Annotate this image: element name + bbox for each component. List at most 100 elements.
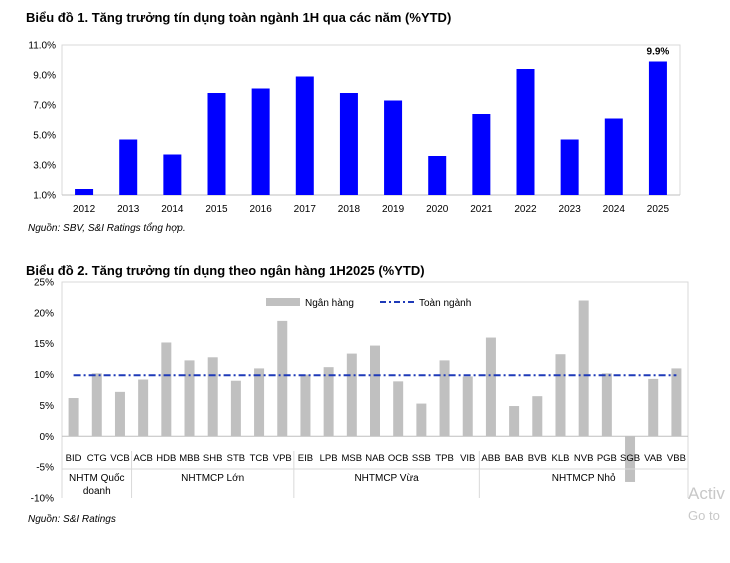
watermark-goto: Go to [688, 508, 720, 523]
chart1-x-tick-label: 2017 [294, 204, 317, 215]
chart2-bar [393, 381, 404, 437]
chart2-bar [439, 360, 450, 437]
chart1-frame [61, 44, 681, 195]
chart2-x-tick-label: BVB [528, 453, 547, 464]
chart2-x-tick-label: LPB [320, 453, 338, 464]
chart2-bar [555, 354, 566, 437]
chart2-source: Nguồn: S&I Ratings [28, 514, 116, 525]
chart1-bar [75, 189, 94, 195]
chart1-x-tick-label: 2013 [117, 204, 140, 215]
chart2-legend-bank-label: Ngân hàng [305, 298, 354, 309]
watermark-activate: Activ [688, 484, 725, 503]
chart2-x-tick-label: STB [227, 453, 245, 464]
chart1-bar [339, 93, 358, 195]
chart1-y-tick-label: 5.0% [33, 131, 56, 142]
chart2-bar [300, 374, 311, 437]
chart1-x-tick-label: 2023 [559, 204, 582, 215]
chart2-x-tick-label: PGB [597, 453, 617, 464]
chart2-x-tick-label: OCB [388, 453, 409, 464]
chart1-y-tick-label: 11.0% [28, 41, 56, 52]
chart2-legend-bank-swatch [266, 298, 300, 306]
chart1-bar [604, 118, 623, 195]
chart2-x-tick-label: SHB [203, 453, 223, 464]
chart1-bar [207, 93, 226, 195]
chart2-y-tick-label: -5% [36, 463, 54, 474]
chart1-x-tick-label: 2022 [514, 204, 537, 215]
chart2-bar [648, 378, 659, 437]
chart2-y-tick-label: 15% [34, 339, 54, 350]
chart2-x-tick-label: VBB [667, 453, 686, 464]
chart1-bar [119, 139, 138, 195]
chart2-x-tick-label: VPB [273, 453, 292, 464]
chart2-x-tick-label: SSB [412, 453, 431, 464]
chart2-x-tick-label: HDB [156, 453, 176, 464]
chart2-bar [161, 342, 172, 437]
chart1-x-tick-label: 2016 [250, 204, 273, 215]
chart2-y-tick-label: 25% [34, 278, 54, 289]
chart2-bar [277, 320, 288, 437]
chart1-x-tick-label: 2019 [382, 204, 405, 215]
chart2-legend-total-label: Toàn ngành [419, 298, 471, 309]
chart1-x-tick-label: 2025 [647, 204, 670, 215]
chart2-bar [509, 406, 520, 437]
chart1-data-label: 9.9% [647, 47, 670, 58]
chart1-bar [472, 114, 491, 195]
chart2-x-tick-label: VCB [110, 453, 130, 464]
chart2-bar [184, 360, 195, 437]
chart2-group-label: NHTMCP Nhỏ [552, 472, 616, 484]
chart1-bar [163, 154, 182, 195]
chart2-y-tick-label: 5% [40, 401, 55, 412]
chart2-bar [416, 403, 427, 437]
chart1-source: Nguồn: SBV, S&I Ratings tổng hợp. [28, 223, 186, 234]
chart2-x-tick-label: MBB [179, 453, 200, 464]
chart2-group-label-cont: doanh [83, 486, 111, 497]
chart2-bar [230, 380, 241, 437]
chart2-x-tick-label: ABB [481, 453, 500, 464]
chart2-x-tick-label: NAB [365, 453, 385, 464]
chart2-title: Biểu đồ 2. Tăng trưởng tín dụng theo ngâ… [26, 263, 425, 278]
chart2-bar [91, 373, 102, 437]
chart2-x-tick-label: KLB [551, 453, 569, 464]
chart2-y-tick-label: -10% [31, 494, 54, 505]
chart2-bar [671, 368, 682, 437]
chart2-bar [578, 300, 589, 437]
chart1-x-tick-label: 2012 [73, 204, 96, 215]
chart2-x-tick-label: BAB [505, 453, 524, 464]
chart2-y-tick-label: 0% [40, 432, 55, 443]
chart1-x-tick-label: 2015 [205, 204, 228, 215]
chart2-x-tick-label: MSB [342, 453, 363, 464]
chart1-x-tick-label: 2014 [161, 204, 184, 215]
chart1-x-tick-label: 2020 [426, 204, 449, 215]
chart1-bar [384, 100, 403, 195]
chart2-group-label: NHTMCP Lớn [181, 473, 244, 484]
chart2-bar [346, 353, 357, 437]
chart2-bar [254, 368, 265, 437]
chart2-y-tick-label: 20% [34, 308, 54, 319]
chart2-x-tick-label: ACB [133, 453, 153, 464]
chart2-bar [601, 373, 612, 437]
chart2-bar [207, 357, 218, 437]
chart1-bar [295, 76, 314, 195]
chart2-x-tick-label: TPB [435, 453, 453, 464]
chart2-x-tick-label: NVB [574, 453, 594, 464]
chart2-x-tick-label: BID [66, 453, 82, 464]
chart2-group-label: NHTM Quốc [69, 472, 125, 484]
chart1-x-tick-label: 2018 [338, 204, 361, 215]
chart1-bar [516, 69, 535, 195]
chart1-y-tick-label: 3.0% [33, 161, 56, 172]
chart2-x-tick-label: VAB [644, 453, 662, 464]
chart1-bar [560, 139, 579, 195]
chart1-x-tick-label: 2024 [603, 204, 626, 215]
chart2-x-tick-label: VIB [460, 453, 475, 464]
chart1-bar [428, 156, 447, 195]
chart2-bar [68, 398, 79, 437]
chart2-group-label: NHTMCP Vừa [354, 473, 419, 484]
chart2-y-tick-label: 10% [34, 370, 54, 381]
chart2-frame [61, 281, 689, 498]
chart1-bar [251, 88, 270, 195]
chart1-title: Biểu đồ 1. Tăng trưởng tín dụng toàn ngà… [26, 10, 452, 25]
chart2-bar [114, 391, 125, 437]
chart2-x-tick-label: CTG [87, 453, 107, 464]
chart2-bar [462, 376, 473, 437]
